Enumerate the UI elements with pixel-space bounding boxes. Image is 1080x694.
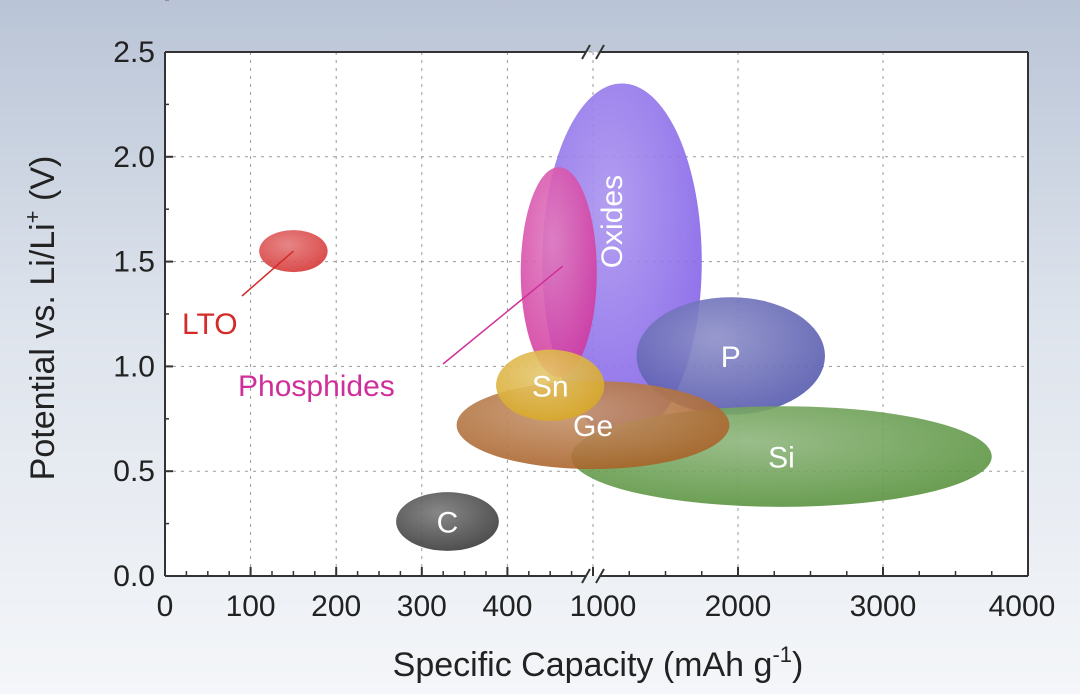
y-tick-label: 0.0 (113, 560, 155, 593)
callout-label-lto: LTO (182, 308, 238, 341)
region-label-p: P (721, 341, 741, 374)
x-tick-label: 200 (311, 590, 361, 623)
region-phosphides (520, 167, 597, 377)
ticks: 0.0 0.5 1.0 1.5 2.0 2.5 0 100 200 300 400 1000 2000 3… (113, 0, 1055, 623)
y-tick-label: 1.5 (113, 246, 155, 279)
x-tick-label: 300 (397, 590, 447, 623)
region-label-oxides: Oxides (596, 175, 629, 268)
y-tick-label: 1.0 (113, 350, 155, 383)
callout-line-phosphides (442, 265, 564, 365)
region-c: C (396, 492, 499, 551)
region-phosphides-highlight (520, 167, 597, 377)
x-tick-label: 4000 (989, 590, 1056, 623)
region-sn: Sn (496, 349, 605, 421)
callout-label-phosphides: Phosphides (238, 370, 395, 403)
region-lto-highlight (259, 230, 328, 273)
region-p-highlight (636, 297, 825, 415)
region-label-c: C (437, 507, 459, 540)
region-lto (259, 230, 328, 273)
region-sn-highlight (496, 349, 605, 421)
region-p: P (636, 297, 825, 415)
x-tick-label: 3000 (850, 590, 917, 623)
region-label-sn: Sn (532, 370, 569, 403)
region-label-si: Si (768, 442, 795, 475)
axis-break-mark (595, 44, 605, 60)
region-label-ge: Ge (573, 410, 613, 443)
x-tick-label: 1000 (570, 590, 637, 623)
x-axis-title: Specific Capacity (mAh g-1) (393, 642, 804, 684)
x-tick-label: 100 (226, 590, 276, 623)
x-tick-label: 2000 (705, 590, 772, 623)
y-tick-label: 0.5 (113, 455, 155, 488)
x-tick-label: 0 (157, 590, 174, 623)
axis-break-mark (595, 568, 605, 584)
x-tick-label: 400 (482, 590, 532, 623)
axis-break-mark (581, 44, 591, 60)
axis-break-mark (581, 568, 591, 584)
region-c-highlight (396, 492, 499, 551)
y-tick-label: 2.0 (113, 141, 155, 174)
callout-line-lto (241, 250, 294, 297)
y-axis-title: Potential vs. Li/Li+ (V) (20, 156, 62, 481)
y-tick-label: 2.5 (113, 36, 155, 69)
